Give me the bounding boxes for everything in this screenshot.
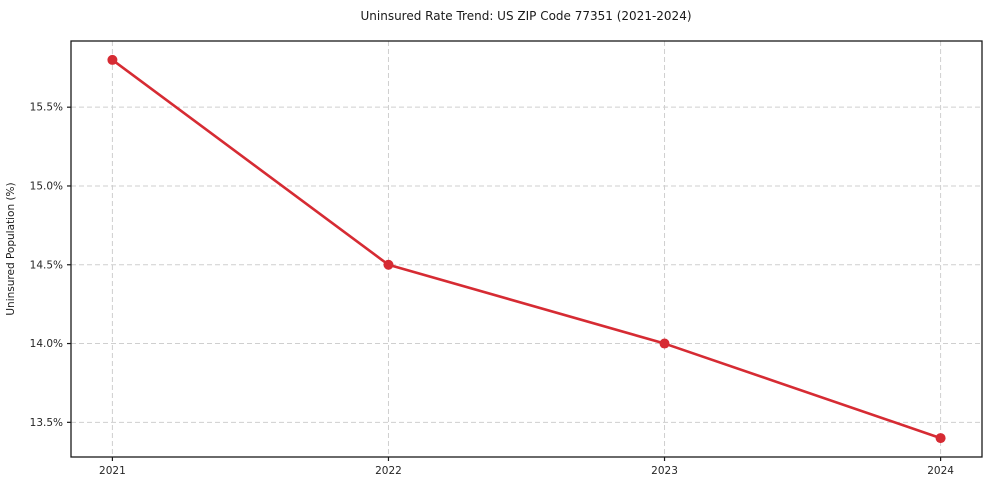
plot-area: 13.5% 14.0% 14.5% 15.0% 15.5% 2021 2022 2023 202…	[30, 41, 982, 477]
y-tick-label: 15.5%	[30, 102, 63, 114]
x-tick-label: 2022	[375, 465, 402, 477]
data-point-2021	[107, 54, 118, 65]
data-point-2022	[383, 259, 394, 270]
y-tick-label: 14.0%	[30, 338, 63, 350]
data-point-2024	[935, 433, 946, 444]
y-tick-label: 14.5%	[30, 259, 63, 271]
y-axis-label: Uninsured Population (%)	[5, 182, 17, 315]
x-tick-label: 2024	[927, 465, 954, 477]
chart-title: Uninsured Rate Trend: US ZIP Code 77351 …	[360, 9, 691, 23]
y-tick-label: 15.0%	[30, 180, 63, 192]
plot-border	[70, 40, 983, 458]
x-tick-label: 2023	[651, 465, 678, 477]
data-point-2023	[659, 338, 670, 349]
x-tick-label: 2021	[99, 465, 126, 477]
trend-line	[111, 58, 942, 440]
y-tick-label: 13.5%	[30, 417, 63, 429]
